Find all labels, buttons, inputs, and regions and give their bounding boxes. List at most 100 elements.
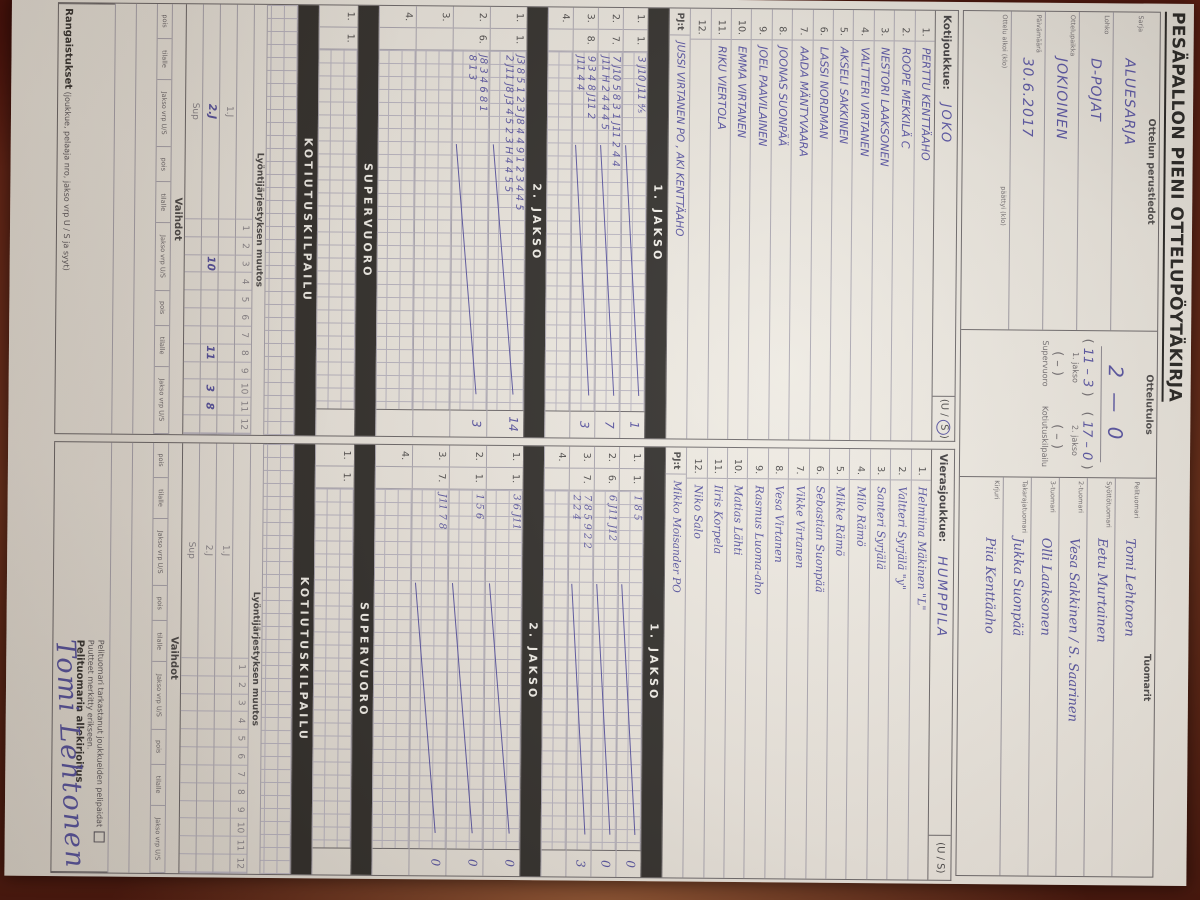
grid-cell: tilalle (153, 477, 169, 520)
grid-cell (215, 658, 232, 677)
grid-cell (179, 854, 196, 873)
grid-cell (197, 729, 214, 748)
supervuoro-score: ( – ) Supervuoro (1040, 340, 1065, 387)
grid-cell: 4 (231, 712, 249, 731)
checkbox (93, 831, 106, 843)
grid-cell: 6 (235, 308, 252, 327)
away-coaches-row: PJ:t Mikko Moisander PO (661, 447, 687, 878)
grid-cell (180, 782, 197, 801)
grid-cell: tilalle (156, 182, 171, 224)
field-paivamaara: Päivämäärä 30.6.2017 (1008, 11, 1045, 330)
grid-cell: 7 (235, 326, 252, 345)
grid-cell: 11 (201, 344, 218, 363)
away-player-row: 8. Vesa Virtanen (764, 448, 789, 879)
grid-cell (218, 255, 236, 274)
grid-cell (185, 219, 202, 238)
scoresheet-paper: PESÄPALLON PIENI OTTELUPÖYTÄKIRJA Ottelu… (4, 0, 1195, 886)
home-batting-change-table: Lyöntijärjestyksen muutos 1 2 3 4 5 6 7 8 9 10 11 1… (182, 4, 267, 435)
referee-row: 3-tuomari Olli Laaksonen (1027, 477, 1059, 876)
grid-cell (180, 711, 198, 730)
away-team-header: Vierasjoukkue: HUMPPILA (U / S) (927, 449, 955, 880)
home-player-row: 6. LASSI NORDMAN (808, 9, 833, 440)
grid-cell: 8 (231, 783, 248, 802)
home-player-row: 9. JOEL PAAVILAINEN (747, 9, 772, 440)
grid-cell: pois (151, 729, 166, 765)
kotiutuskilpailu-score: ( – ) Kotiutuskilpailu (1039, 405, 1065, 468)
grid-cell (218, 290, 235, 309)
home-team-name: JOKO (938, 103, 954, 145)
grid-cell: Jakso vrp U/S (154, 366, 170, 435)
kotiutuskilpailu-row (263, 4, 299, 436)
grid-cell: 1 (236, 219, 253, 238)
grid-cell: Jakso vrp U/S (151, 662, 167, 730)
grid-cell: 12 (234, 415, 251, 434)
grid-cell: 8 (200, 397, 217, 416)
grid-cell (184, 254, 202, 273)
grid-cell: Jakso vrp U/S (150, 805, 166, 874)
grid-cell: 8 (235, 344, 252, 363)
away-player-row: 12. Niko Salo (682, 447, 707, 878)
grid-cell: 2 (232, 676, 249, 695)
grid-cell (217, 362, 235, 381)
scoring-row: 2. 6. 6 J11 J12 0 (590, 446, 620, 877)
grid-cell: 6 (231, 747, 248, 766)
away-substitutions: Vaihdot pois tilalle Jakso vrp U/S pois tila… (107, 442, 182, 874)
grid-cell (185, 237, 202, 256)
referee-row: 2-tuomari Vesa Sakkinen / S. Saarinen (1055, 477, 1087, 877)
grid-cell: 5 (231, 729, 248, 748)
grid-cell: 7 (231, 765, 248, 784)
away-player-row: 6. Sebastian Suonpää (805, 448, 830, 879)
home-player-row: 4. VALTTERI VIRTANEN (849, 10, 874, 441)
away-player-row: 11. Iiris Korpela (703, 447, 728, 878)
home-player-row: 1. PERTTU KENTTÄAHO (910, 10, 935, 441)
away-player-row: 4. Milo Rämö (845, 449, 870, 880)
away-batting-change-table: Lyöntijärjestyksen muutos 1 2 3 4 5 6 7 8 9 10 11 1… (178, 443, 263, 874)
scoring-row: 4. (375, 5, 417, 437)
grid-cell: 9 (234, 362, 252, 381)
basic-info-block: Ottelun perustiedot Sarja ALUESARJA Lohk… (961, 10, 1160, 332)
away-player-row: 5. Mikke Rämö (825, 448, 850, 879)
scoring-row: 3. (412, 6, 454, 437)
home-half: Kotijoukkue: JOKO (U / S) 1. PERTTU KENTT… (54, 2, 959, 442)
grid-cell (180, 729, 197, 748)
grid-cell (215, 694, 232, 713)
home-player-row: 12. (686, 8, 711, 439)
grid-cell (219, 219, 236, 238)
grid-cell (202, 237, 219, 256)
home-period2-rows: 1. 1. J3 8 5 1 2 3 J8 4 4 9 1 2 3 4 4 5 2 … (375, 5, 528, 438)
sarja-value: ALUESARJA (1120, 58, 1138, 146)
away-team-name: HUMPPILA (933, 555, 950, 639)
grid-cell (218, 308, 235, 327)
grid-cell: 10 (234, 380, 251, 399)
home-period1-rows: 1. 1. 3 J10 J11 ⁴⁄₅ 1 2. 7. 7 J10 5 8 3 1 J11… (544, 7, 649, 439)
grid-cell (215, 676, 232, 695)
grid-cell: 5 (235, 290, 252, 309)
field-lohko: Lohko D-POJAT (1076, 11, 1113, 331)
grid-cell: 2 (236, 237, 253, 256)
grid-cell: tilalle (157, 38, 172, 81)
referee-row: Pelituomari Tomi Lehtonen (1111, 478, 1143, 877)
grid-cell (184, 308, 201, 327)
extra-scores: ( – ) Supervuoro ( – ) Kotiutuskilpailu (1040, 331, 1065, 477)
away-player-row: 3. Santeri Syrjälä (866, 449, 891, 880)
home-substitutions: Vaihdot pois tilalle Jakso vrp U/S pois tila… (111, 3, 186, 435)
grid-cell (219, 237, 236, 256)
grid-cell (213, 854, 230, 873)
grid-cell (183, 415, 200, 434)
teams-section: Kotijoukkue: JOKO (U / S) 1. PERTTU KENTT… (50, 2, 959, 881)
grid-cell (181, 676, 198, 694)
scoring-row: 4. (544, 7, 574, 438)
away-player-row: 7. Vikke Virtanen (784, 448, 809, 879)
grid-cell (217, 379, 234, 398)
grid-cell (183, 397, 200, 416)
grid-cell (197, 818, 214, 837)
grid-cell (217, 415, 234, 434)
grid-cell (197, 711, 215, 730)
away-period1-bar: 1. JAKSO (640, 447, 666, 878)
grid-cell: pois (152, 586, 168, 622)
score-header: Ottelutulos (1143, 374, 1155, 435)
grid-cell: pois (156, 147, 172, 183)
grid-cell (200, 361, 218, 380)
